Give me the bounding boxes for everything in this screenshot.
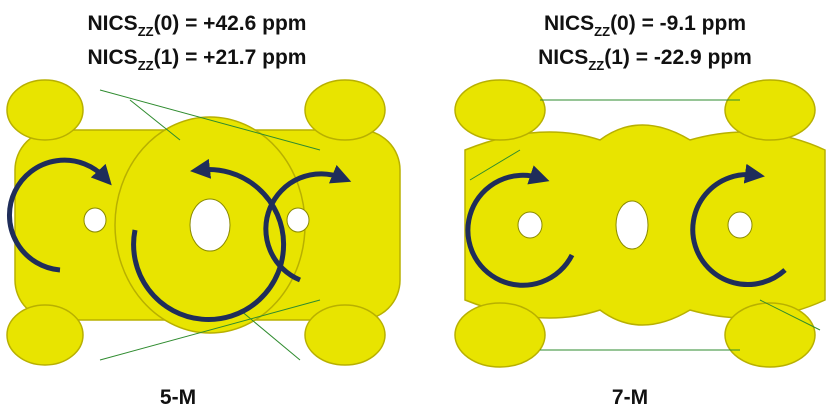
nics-line: NICSZZ(1) = +21.7 ppm (88, 46, 307, 73)
nics-line: NICSZZ(1) = -22.9 ppm (538, 46, 752, 73)
panel-5m: NICSZZ(0) = +42.6 ppm NICSZZ(1) = +21.7 … (7, 12, 400, 409)
text-part: NICS (88, 12, 138, 35)
text-part: (0) = +42.6 ppm (154, 12, 307, 35)
nics-line: NICSZZ(0) = -9.1 ppm (544, 12, 746, 39)
text-part: NICS (538, 46, 588, 69)
text-part: ZZ (138, 58, 154, 73)
text-part: ZZ (138, 24, 154, 39)
text-part: ZZ (588, 58, 604, 73)
text-part: ZZ (594, 24, 610, 39)
figure: NICSZZ(0) = +42.6 ppm NICSZZ(1) = +21.7 … (0, 0, 832, 409)
text-part: (1) = -22.9 ppm (604, 46, 752, 69)
panel-label: 7-M (612, 386, 648, 409)
text-part: NICS (544, 12, 594, 35)
current-density (7, 80, 400, 365)
text-part: NICS (88, 46, 138, 69)
panel-label: 5-M (160, 386, 196, 409)
panel-7m: NICSZZ(0) = -9.1 ppm NICSZZ(1) = -22.9 p… (455, 12, 825, 409)
current-density (455, 80, 825, 367)
text-part: (1) = +21.7 ppm (154, 46, 307, 69)
nics-line: NICSZZ(0) = +42.6 ppm (88, 12, 307, 39)
text-part: (0) = -9.1 ppm (610, 12, 746, 35)
